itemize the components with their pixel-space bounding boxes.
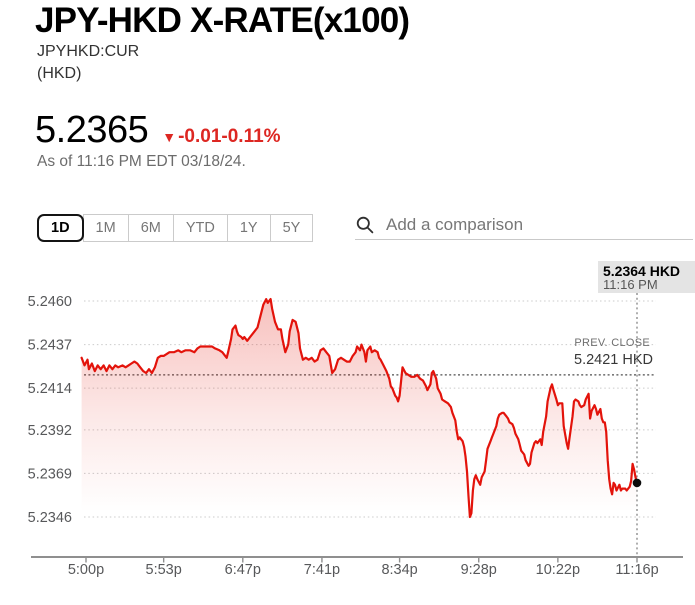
x-tick-label: 11:16p [615,562,658,578]
comparison-search [355,211,693,240]
price-area-fill [81,299,638,557]
y-tick-label: 5.2437 [28,338,72,354]
prev-close-label: PREV. CLOSE [574,337,650,349]
chart-layer [31,293,683,563]
price-change: ▼ -0.01 -0.11% [162,126,280,148]
range-button-1y[interactable]: 1Y [226,214,271,242]
range-selector: 1D 1M 6M YTD 1Y 5Y [37,214,314,242]
page-title: JPY-HKD X-RATE(x100) [35,1,410,40]
last-price-dot [632,478,642,488]
down-arrow-icon: ▼ [162,129,177,145]
x-tick-label: 5:53p [146,562,182,578]
ticker-symbol: JPYHKD:CUR [37,43,140,60]
range-button-1m[interactable]: 1M [82,214,129,242]
y-tick-label: 5.2369 [28,466,72,482]
x-tick-label: 7:41p [304,562,340,578]
change-value: -0.01 [178,126,222,147]
x-tick-label: 9:28p [461,562,497,578]
as-of-timestamp: As of 11:16 PM EDT 03/18/24. [37,153,246,170]
last-price: 5.2365 [35,109,149,151]
currency-note: (HKD) [37,65,82,82]
x-tick-label: 5:00p [68,562,104,578]
last-price-badge [598,261,695,293]
y-tick-label: 5.2460 [28,294,72,310]
range-button-1d[interactable]: 1D [37,214,84,242]
y-tick-label: 5.2414 [28,381,72,397]
badge-price-label: 5.2364 HKD [603,263,680,279]
y-tick-label: 5.2392 [28,423,72,439]
search-icon [355,215,375,235]
price-line [80,297,639,519]
price-row: 5.2365 ▼ -0.01 -0.11% [35,109,281,152]
change-percent: -0.11% [221,126,281,147]
range-button-6m[interactable]: 6M [127,214,174,242]
comparison-input[interactable] [384,214,693,236]
badge-time-label: 11:16 PM [603,277,658,292]
price-chart[interactable]: 5.2460 5.2437 5.2414 5.2392 5.2369 5.234… [0,250,695,605]
x-tick-label: 6:47p [225,562,261,578]
chart-labels: 5.2460 5.2437 5.2414 5.2392 5.2369 5.234… [28,261,695,578]
prev-close-value: 5.2421 HKD [574,352,653,368]
range-button-ytd[interactable]: YTD [172,214,228,242]
y-tick-label: 5.2346 [28,510,72,526]
x-tick-label: 10:22p [536,562,580,578]
x-tick-label: 8:34p [381,562,417,578]
range-button-5y[interactable]: 5Y [269,214,314,242]
